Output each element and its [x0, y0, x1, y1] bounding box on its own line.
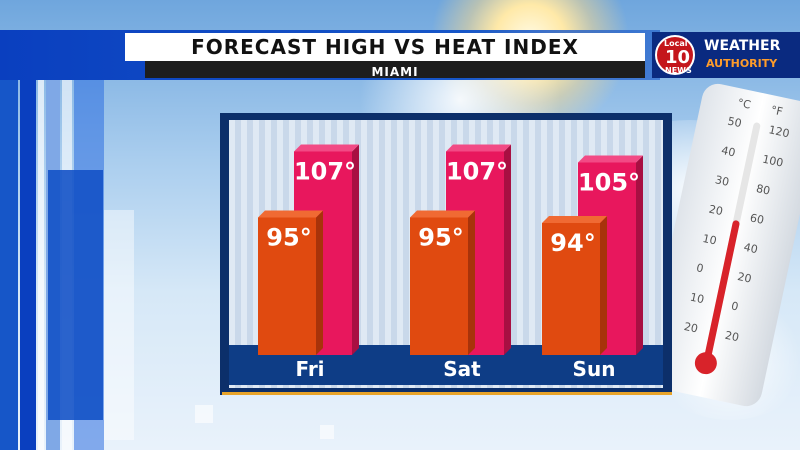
fahrenheit-tick: 120 — [767, 123, 791, 141]
page-subtitle: MIAMI — [371, 65, 419, 79]
title-bar: FORECAST HIGH VS HEAT INDEX — [125, 33, 645, 61]
x-tick-label: Sun — [573, 357, 616, 381]
celsius-tick: 40 — [720, 143, 737, 160]
data-label: 105° — [578, 169, 640, 197]
data-label: 95° — [266, 224, 311, 252]
bar — [410, 217, 468, 355]
celsius-tick: 0 — [695, 261, 705, 276]
data-label: 107° — [294, 158, 356, 186]
celsius-tick: 10 — [701, 231, 718, 248]
fahrenheit-tick: 80 — [754, 181, 772, 198]
bar — [258, 217, 316, 355]
station-logo: Local 10 NEWS WEATHER AUTHORITY — [652, 32, 800, 78]
decorative-square — [320, 425, 334, 439]
bar-side — [600, 216, 607, 355]
celsius-tick: 50 — [726, 114, 743, 131]
logo-authority-text: AUTHORITY — [706, 57, 778, 70]
fahrenheit-label: °F — [769, 103, 784, 119]
bar — [542, 223, 600, 355]
decorative-square — [104, 210, 134, 440]
celsius-tick: 20 — [682, 319, 700, 336]
bar-top — [294, 144, 359, 152]
decorative-square — [195, 405, 213, 423]
data-label: 94° — [550, 229, 595, 257]
celsius-label: °C — [736, 96, 752, 112]
bar-side — [468, 210, 475, 355]
logo-local-text: Local — [664, 39, 688, 48]
celsius-tick: 10 — [688, 290, 706, 307]
celsius-tick: 30 — [713, 173, 731, 189]
thermometer-bulb — [692, 350, 719, 377]
x-tick-label: Fri — [295, 357, 324, 381]
stripe — [20, 30, 36, 450]
x-tick-label: Sat — [443, 357, 481, 381]
logo-news-text: NEWS — [665, 66, 692, 75]
data-label: 95° — [418, 224, 463, 252]
subtitle-bar: MIAMI — [145, 61, 645, 79]
fahrenheit-tick: 20 — [723, 328, 741, 345]
logo-number: 10 — [665, 47, 691, 68]
bar-top — [542, 216, 607, 223]
logo-weather-text: WEATHER — [704, 38, 781, 54]
decorative-square — [48, 170, 103, 420]
bar-top — [446, 144, 511, 152]
fahrenheit-tick: 20 — [736, 269, 753, 286]
data-label: 107° — [446, 158, 508, 186]
chart-frame: 107° 95° Fri 107° 95° Sat 105° 94° Sun — [220, 113, 672, 395]
bar-top — [578, 155, 643, 163]
fahrenheit-tick: 0 — [730, 299, 740, 314]
bar-side — [504, 144, 511, 355]
page-title: FORECAST HIGH VS HEAT INDEX — [191, 35, 579, 59]
fahrenheit-tick: 40 — [742, 240, 759, 257]
stripe — [0, 30, 18, 450]
bar-top — [410, 210, 475, 218]
bar-side — [636, 155, 643, 355]
fahrenheit-tick: 60 — [748, 211, 766, 227]
thermometer-ticks: 50 40 30 20 10 0 10 20 120 100 80 60 40 20 0 20 — [683, 81, 800, 345]
logo-badge: Local 10 NEWS — [655, 35, 695, 75]
fahrenheit-tick: 100 — [761, 152, 785, 170]
bar-side — [316, 210, 323, 355]
celsius-tick: 20 — [707, 202, 725, 219]
chart-baseline — [222, 392, 672, 395]
bar-chart: 107° 95° Fri 107° 95° Sat 105° 94° Sun — [229, 144, 663, 385]
stripe — [38, 30, 44, 450]
bar-side — [352, 144, 359, 355]
bar-top — [258, 210, 323, 218]
